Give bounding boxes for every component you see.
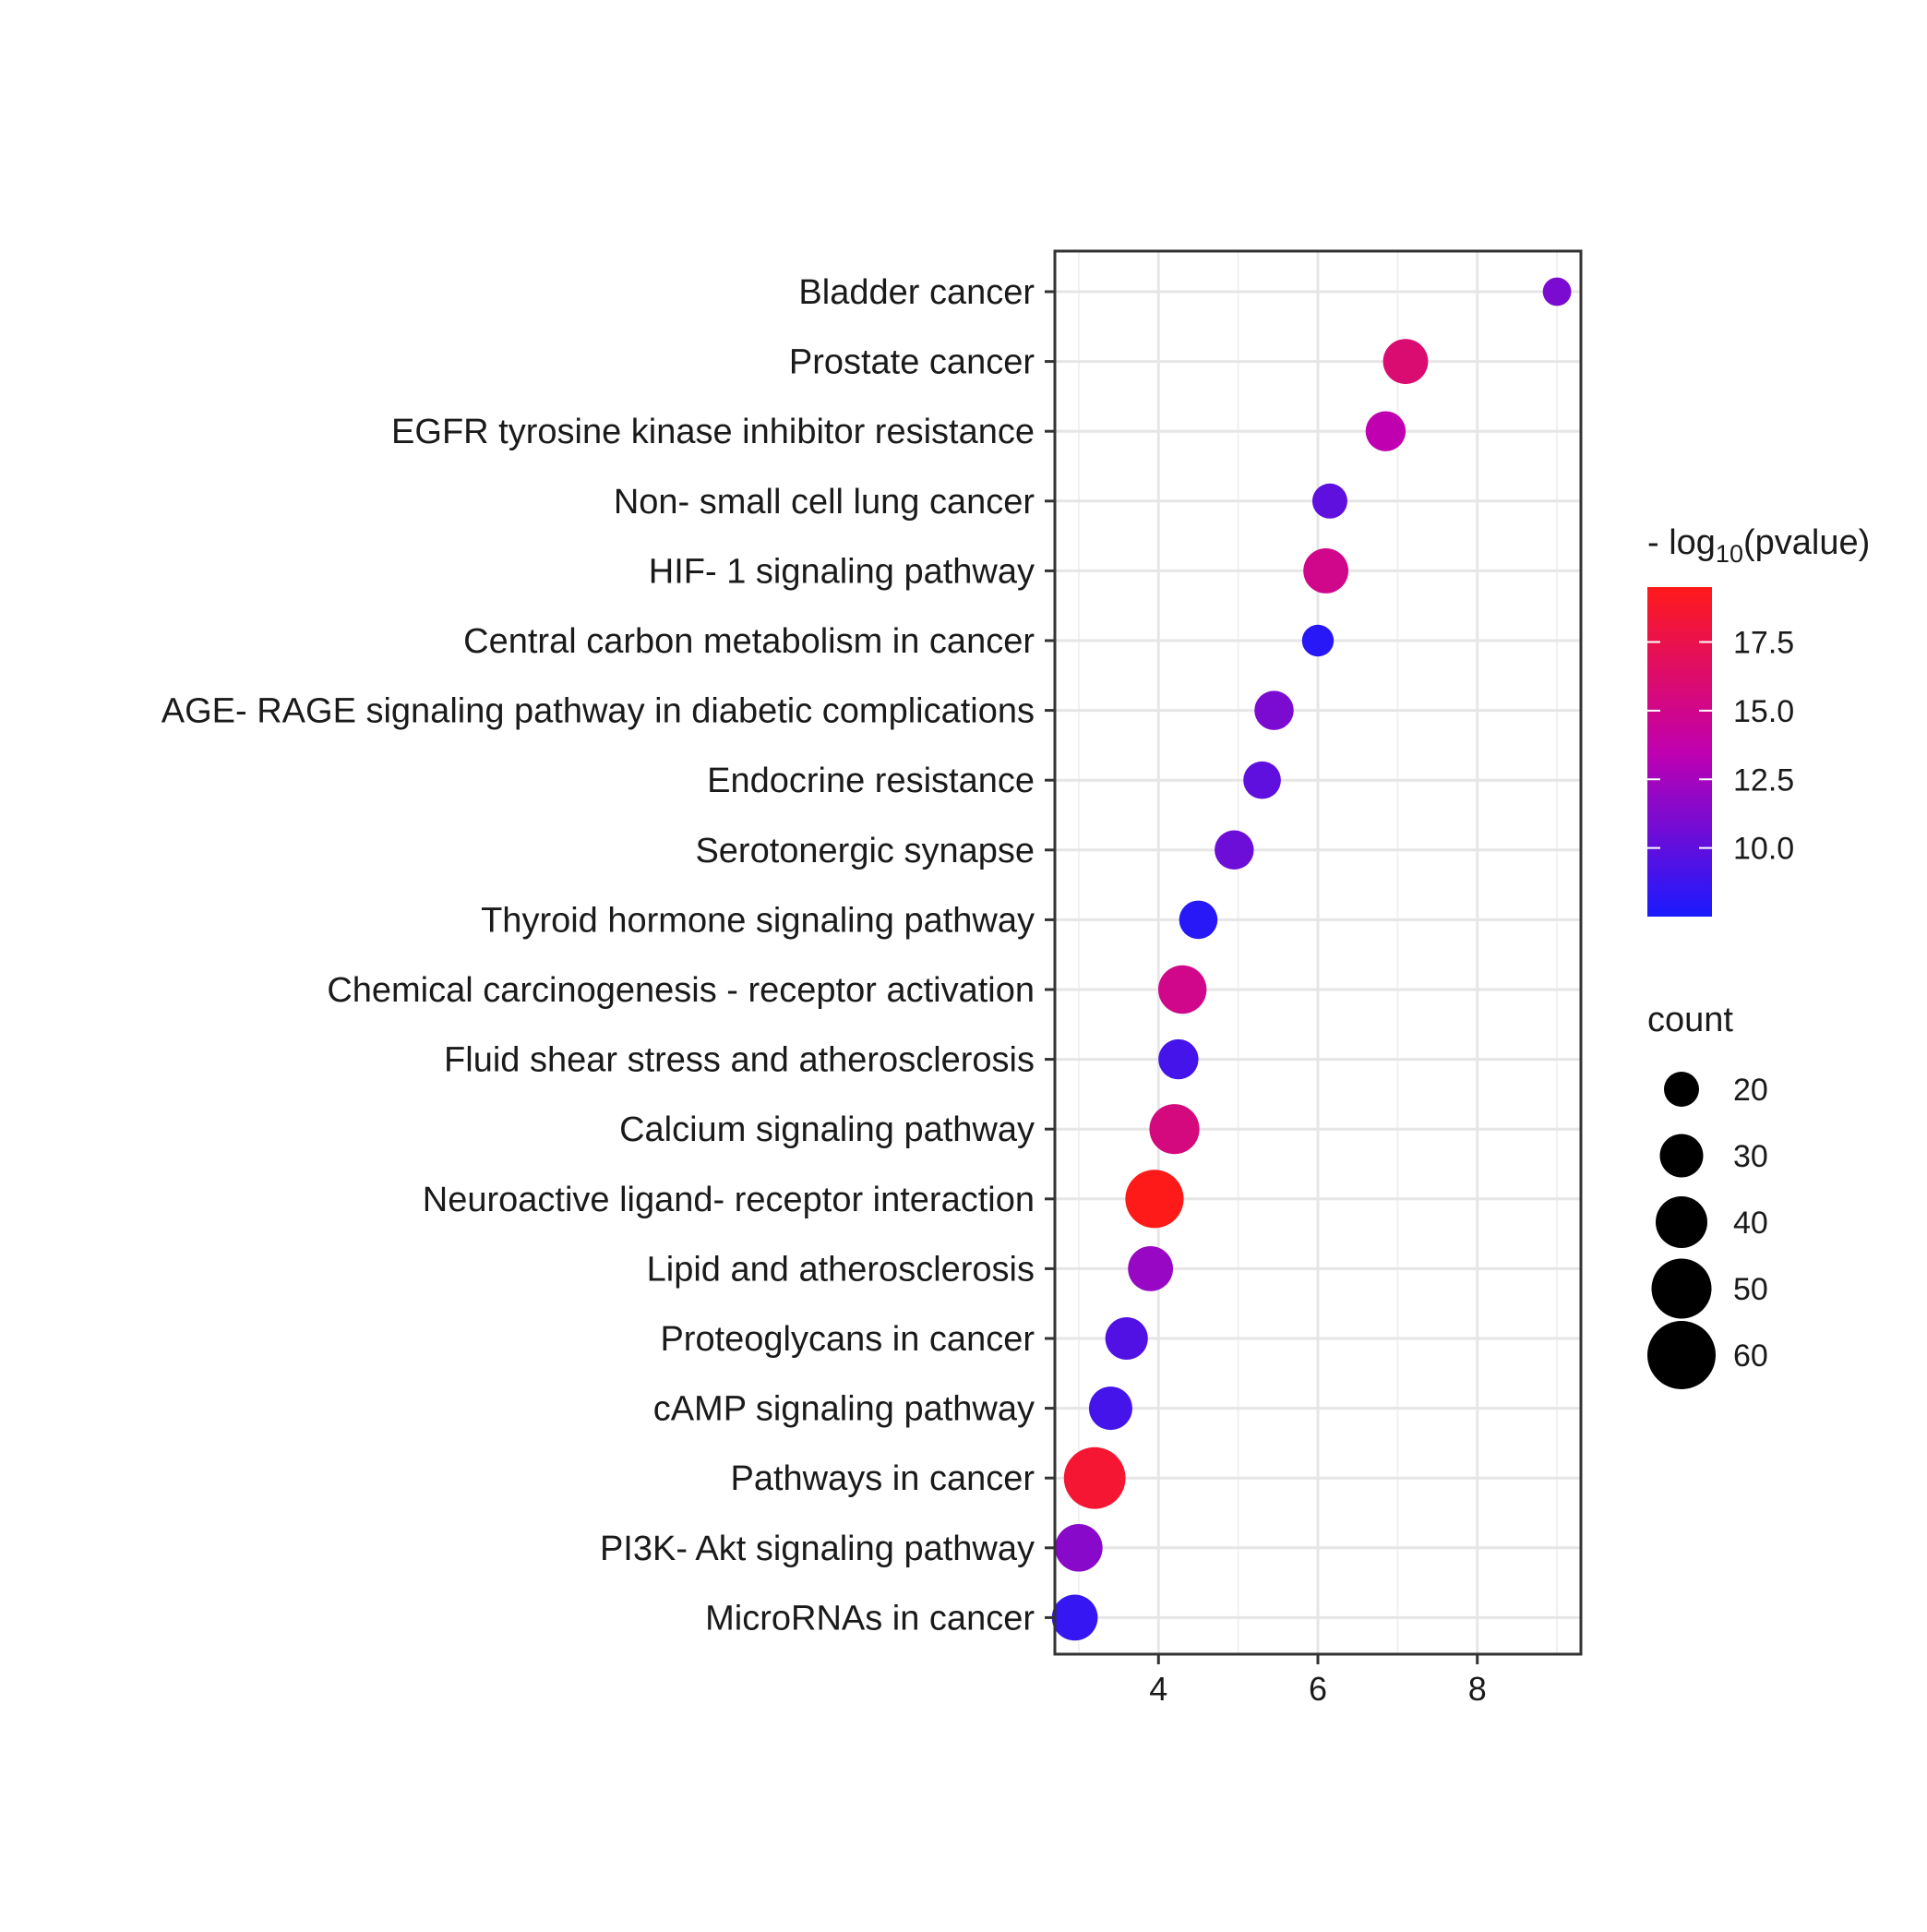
colorbar-label: 17.5	[1733, 626, 1794, 661]
size-legend-title: count	[1647, 1001, 1733, 1039]
data-point	[1215, 830, 1254, 870]
x-axis: 4 6 8	[1149, 1654, 1487, 1708]
data-point	[1158, 1038, 1199, 1080]
y-tick-label: PI3K- Akt signaling pathway	[600, 1530, 1035, 1568]
y-tick-label: AGE- RAGE signaling pathway in diabetic …	[162, 692, 1035, 731]
y-axis: Bladder cancer Prostate cancer EGFR tyrosi…	[162, 273, 1055, 1638]
size-legend-dot	[1656, 1196, 1707, 1248]
y-tick-label: Bladder cancer	[798, 273, 1035, 312]
y-tick-label: Central carbon metabolism in cancer	[463, 622, 1035, 661]
data-point	[1243, 761, 1281, 799]
x-tick-label: 8	[1468, 1670, 1487, 1708]
y-tick-label: HIF- 1 signaling pathway	[649, 552, 1035, 591]
y-tick-label: Lipid and atherosclerosis	[647, 1250, 1035, 1289]
x-tick-label: 6	[1309, 1670, 1327, 1708]
size-legend-dot	[1664, 1072, 1699, 1107]
data-point	[1301, 624, 1335, 657]
size-legend-dot	[1659, 1134, 1704, 1178]
data-point	[1303, 548, 1349, 594]
data-point	[1125, 1170, 1184, 1229]
y-tick-label: MicroRNAs in cancer	[705, 1599, 1035, 1638]
data-point	[1088, 1386, 1132, 1431]
size-legend-dot	[1651, 1258, 1712, 1319]
size-legend-label: 50	[1733, 1272, 1768, 1307]
size-legend-label: 60	[1733, 1338, 1768, 1374]
size-legend-label: 20	[1733, 1073, 1768, 1108]
colorbar-label: 15.0	[1733, 694, 1794, 729]
data-point	[1128, 1246, 1174, 1291]
size-legend-dot	[1647, 1321, 1716, 1389]
data-point	[1063, 1446, 1126, 1509]
y-tick-label: Calcium signaling pathway	[619, 1110, 1035, 1149]
data-point	[1157, 965, 1207, 1014]
size-legend-label: 40	[1733, 1206, 1768, 1241]
y-tick-label: Proteoglycans in cancer	[660, 1320, 1035, 1359]
data-point	[1051, 1594, 1098, 1641]
colorbar-label: 12.5	[1733, 762, 1794, 798]
y-tick-label: EGFR tyrosine kinase inhibitor resistanc…	[391, 413, 1035, 451]
data-points	[1051, 277, 1572, 1641]
y-tick-label: cAMP signaling pathway	[653, 1390, 1035, 1429]
data-point	[1311, 483, 1347, 519]
y-tick-label: Prostate cancer	[789, 343, 1035, 382]
data-point	[1542, 277, 1572, 306]
y-tick-label: Pathways in cancer	[731, 1459, 1035, 1498]
color-legend-title: - log10(pvalue)	[1647, 523, 1870, 568]
y-tick-label: Neuroactive ligand- receptor interaction	[423, 1181, 1035, 1219]
size-legend-label: 30	[1733, 1139, 1768, 1174]
data-point	[1149, 1104, 1200, 1155]
colorbar	[1647, 587, 1712, 917]
colorbar-label: 10.0	[1733, 832, 1794, 867]
data-point	[1382, 339, 1429, 384]
color-legend: - log10(pvalue) 10.0 12.5 15.0 17.5	[1647, 523, 1870, 917]
y-tick-label: Chemical carcinogenesis - receptor activ…	[327, 971, 1035, 1010]
data-point	[1254, 690, 1294, 730]
data-point	[1105, 1316, 1148, 1361]
y-tick-label: Non- small cell lung cancer	[614, 483, 1035, 522]
y-tick-label: Endocrine resistance	[707, 762, 1035, 800]
y-tick-label: Thyroid hormone signaling pathway	[481, 901, 1035, 940]
data-point	[1055, 1524, 1103, 1572]
x-tick-label: 4	[1149, 1670, 1167, 1708]
data-point	[1179, 900, 1218, 940]
y-tick-label: Serotonergic synapse	[695, 832, 1035, 870]
y-tick-label: Fluid shear stress and atherosclerosis	[444, 1041, 1035, 1080]
data-point	[1365, 411, 1406, 451]
